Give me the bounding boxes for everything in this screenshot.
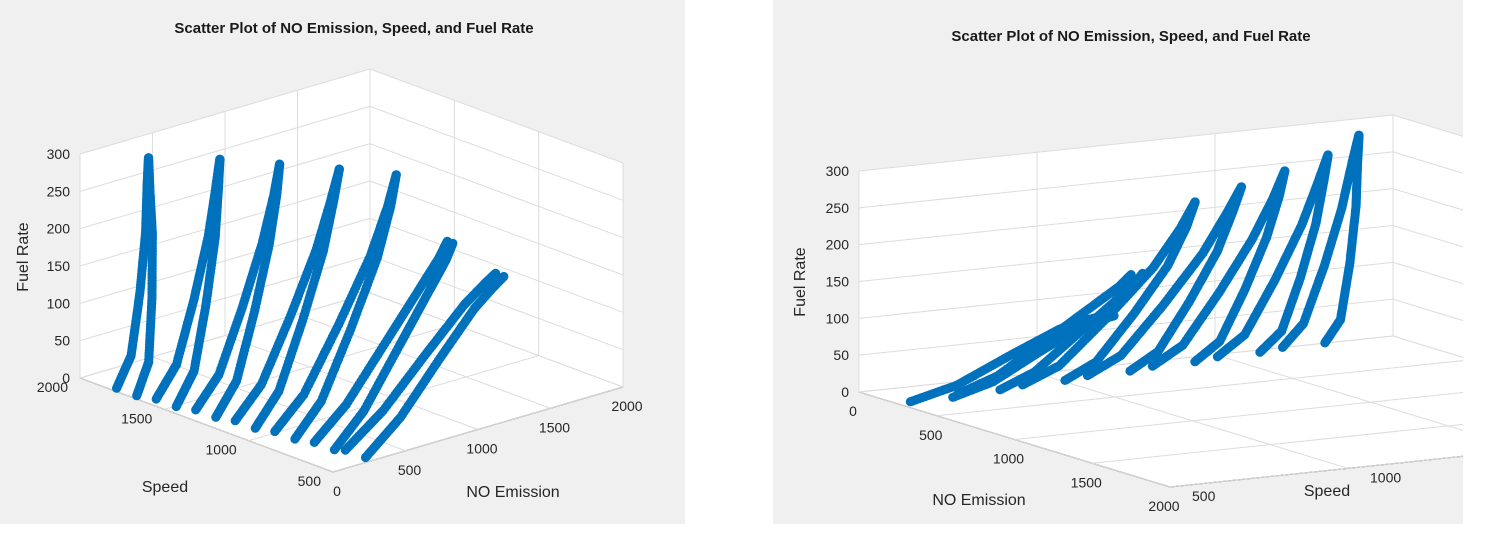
grid-line bbox=[1392, 335, 1463, 358]
grid-line bbox=[858, 391, 1171, 488]
data-point bbox=[1280, 166, 1290, 176]
z-tick-label: 200 bbox=[47, 221, 71, 237]
grid-line bbox=[1014, 391, 1463, 440]
z-axis-label: Fuel Rate bbox=[792, 247, 809, 316]
data-point bbox=[275, 159, 285, 169]
x-axis-label: NO Emission bbox=[466, 484, 559, 501]
grid-line bbox=[1392, 188, 1463, 211]
grid-line bbox=[79, 105, 371, 192]
grid-line bbox=[369, 180, 624, 276]
grid-line bbox=[224, 335, 479, 430]
grid-line bbox=[858, 225, 1394, 282]
y-tick-label: 1000 bbox=[206, 442, 237, 458]
x-tick-label: 500 bbox=[398, 462, 422, 478]
grid-line bbox=[332, 386, 624, 473]
y-tick-label: 1000 bbox=[1370, 469, 1401, 485]
z-tick-label: 0 bbox=[62, 370, 70, 386]
grid-line bbox=[79, 68, 371, 155]
z-tick-label: 0 bbox=[841, 384, 849, 400]
grid-line bbox=[369, 255, 624, 351]
z-tick-label: 100 bbox=[47, 295, 71, 311]
x-tick-label: 0 bbox=[333, 483, 341, 499]
y-tick-label: 500 bbox=[1192, 488, 1216, 504]
grid-line bbox=[936, 360, 1463, 417]
data-point bbox=[499, 271, 509, 282]
x-tick-label: 500 bbox=[919, 427, 943, 443]
grid-line bbox=[79, 377, 334, 473]
grid-line bbox=[1169, 455, 1463, 488]
x-axis-label: NO Emission bbox=[932, 492, 1025, 509]
data-point bbox=[1354, 130, 1364, 140]
grid-line bbox=[1392, 298, 1463, 322]
z-tick-label: 50 bbox=[833, 347, 849, 363]
data-points bbox=[905, 130, 1364, 407]
data-point bbox=[391, 170, 401, 180]
grid-line bbox=[1214, 354, 1463, 431]
data-point bbox=[1138, 268, 1148, 278]
grid-line bbox=[79, 180, 371, 267]
grid-line bbox=[1036, 372, 1349, 469]
z-tick-label: 100 bbox=[826, 310, 850, 326]
chart-left-svg: Scatter Plot of NO Emission, Speed, and … bbox=[15, 20, 643, 501]
grid-line bbox=[1392, 261, 1463, 285]
data-point bbox=[1236, 182, 1246, 192]
x-tick-label: 2000 bbox=[611, 398, 642, 414]
data-point bbox=[1323, 150, 1333, 160]
y-tick-label: 2000 bbox=[37, 379, 68, 395]
z-tick-label: 150 bbox=[47, 258, 71, 274]
data-point bbox=[1190, 197, 1200, 207]
z-tick-label: 250 bbox=[826, 200, 850, 216]
y-tick-label: 500 bbox=[298, 473, 322, 489]
data-point bbox=[1126, 270, 1136, 280]
grid-line bbox=[858, 335, 1394, 393]
x-tick-label: 1000 bbox=[466, 441, 497, 457]
x-tick-label: 1500 bbox=[539, 419, 570, 435]
z-tick-label: 300 bbox=[826, 163, 850, 179]
tick-labels: 0500100015002000500100015002000050100150… bbox=[37, 146, 643, 499]
chart-panel-left: Scatter Plot of NO Emission, Speed, and … bbox=[0, 0, 685, 524]
z-tick-label: 150 bbox=[826, 274, 850, 290]
data-point bbox=[1109, 311, 1119, 321]
data-point bbox=[334, 164, 344, 174]
x-tick-label: 2000 bbox=[1148, 498, 1179, 514]
x-tick-label: 0 bbox=[849, 403, 857, 419]
data-point bbox=[1092, 312, 1102, 323]
y-tick-label: 1500 bbox=[121, 410, 152, 426]
grid-line bbox=[1392, 151, 1463, 174]
x-tick-label: 1500 bbox=[1071, 474, 1102, 490]
data-points bbox=[112, 153, 509, 463]
axes-box bbox=[79, 69, 624, 473]
data-point bbox=[215, 154, 225, 164]
data-point bbox=[491, 268, 501, 278]
x-tick-label: 1000 bbox=[993, 451, 1024, 467]
grid-line bbox=[1392, 225, 1463, 248]
grid-line bbox=[858, 188, 1394, 246]
z-tick-label: 200 bbox=[826, 237, 850, 253]
grid-line bbox=[369, 143, 624, 239]
grid-line bbox=[369, 68, 624, 164]
z-axis-label: Fuel Rate bbox=[15, 222, 32, 291]
tick-labels: 0500100015002000500100015002000050100150… bbox=[826, 163, 1402, 514]
chart-right-svg: Scatter Plot of NO Emission, Speed, and … bbox=[792, 28, 1463, 514]
chart-title: Scatter Plot of NO Emission, Speed, and … bbox=[174, 20, 533, 37]
grid-line bbox=[369, 217, 624, 313]
z-tick-label: 50 bbox=[54, 333, 70, 349]
data-point bbox=[448, 238, 458, 248]
data-point bbox=[144, 153, 154, 163]
y-axis-label: Speed bbox=[142, 479, 188, 496]
z-tick-label: 300 bbox=[47, 146, 71, 162]
grid-line bbox=[369, 105, 624, 201]
chart-panel-right: Scatter Plot of NO Emission, Speed, and … bbox=[773, 0, 1463, 524]
grid-line bbox=[858, 114, 1394, 172]
grid-line bbox=[858, 151, 1394, 209]
grid-line bbox=[1092, 423, 1463, 464]
y-axis-label: Speed bbox=[1304, 483, 1350, 500]
z-tick-label: 250 bbox=[47, 183, 71, 199]
chart-title: Scatter Plot of NO Emission, Speed, and … bbox=[951, 28, 1310, 45]
grid-line bbox=[1392, 114, 1463, 137]
grid-line bbox=[79, 143, 371, 230]
